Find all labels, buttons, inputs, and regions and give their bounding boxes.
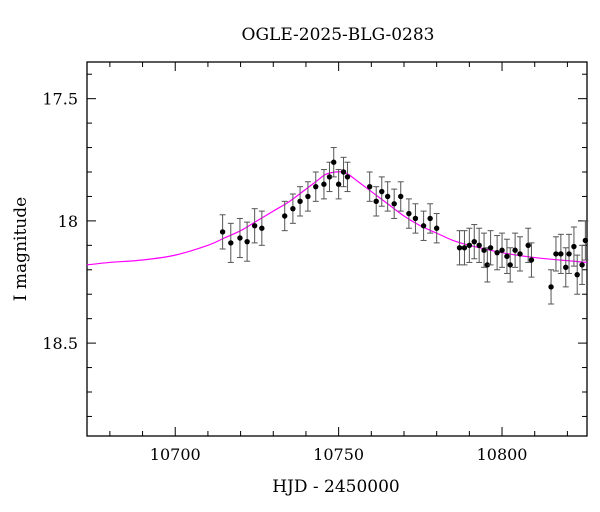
data-point <box>574 271 580 278</box>
data-point <box>571 243 577 250</box>
chart-title: OGLE-2025-BLG-0283 <box>242 25 435 45</box>
data-point <box>525 242 531 249</box>
data-point <box>471 238 477 245</box>
data-point <box>558 251 564 257</box>
data-point <box>579 262 585 268</box>
data-point <box>412 215 419 222</box>
data-point <box>420 223 427 229</box>
model-curve <box>86 171 588 266</box>
data-point <box>219 229 226 235</box>
data-point <box>297 198 303 205</box>
plot-area: 10700 10750 10800 17.5 18 18.5 <box>42 62 589 464</box>
x-tick-label: 10800 <box>477 445 528 464</box>
data-point <box>398 193 404 200</box>
data-point <box>406 210 412 217</box>
data-point <box>566 251 572 257</box>
data-point <box>331 159 337 165</box>
data-point <box>427 215 433 222</box>
data-point <box>379 188 385 195</box>
data-point <box>499 247 505 253</box>
data-point <box>548 284 554 290</box>
data-point <box>504 253 510 260</box>
data-point <box>335 181 342 187</box>
data-point <box>517 251 523 257</box>
data-point <box>237 235 243 241</box>
data-point <box>456 245 463 251</box>
data-point <box>461 245 468 251</box>
data-point <box>476 242 482 249</box>
data-point <box>259 225 265 231</box>
data-point <box>340 169 347 175</box>
data-point <box>466 242 473 249</box>
data-point <box>484 262 491 268</box>
y-tick-label: 18.5 <box>42 334 78 353</box>
y-tick-label: 17.5 <box>42 90 78 109</box>
data-point <box>507 262 513 268</box>
data-point <box>384 193 391 200</box>
data-point <box>512 247 518 253</box>
data-point <box>290 205 296 212</box>
data-point <box>251 223 258 229</box>
data-point <box>391 201 397 207</box>
y-axis-label: I magnitude <box>11 197 31 301</box>
plot-frame <box>86 61 588 437</box>
data-point <box>244 238 250 245</box>
x-axis-label: HJD - 2450000 <box>272 477 400 497</box>
data-point <box>305 193 311 200</box>
data-point <box>228 240 234 246</box>
x-tick-label: 10750 <box>313 445 364 464</box>
data-point <box>313 183 319 190</box>
data-point <box>582 237 589 244</box>
data-point <box>326 174 333 180</box>
data-point <box>494 249 500 256</box>
data-point <box>321 181 327 187</box>
data-point <box>481 247 487 253</box>
data-point <box>553 251 559 257</box>
data-point <box>282 213 288 219</box>
data-point <box>433 225 440 231</box>
x-tick-label: 10700 <box>150 445 201 464</box>
data-point <box>563 264 569 271</box>
data-point <box>366 183 373 190</box>
data-point <box>344 174 351 180</box>
data-point <box>373 198 379 205</box>
data-point <box>528 257 535 263</box>
data-point <box>487 245 494 251</box>
y-tick-label: 18 <box>58 212 78 231</box>
